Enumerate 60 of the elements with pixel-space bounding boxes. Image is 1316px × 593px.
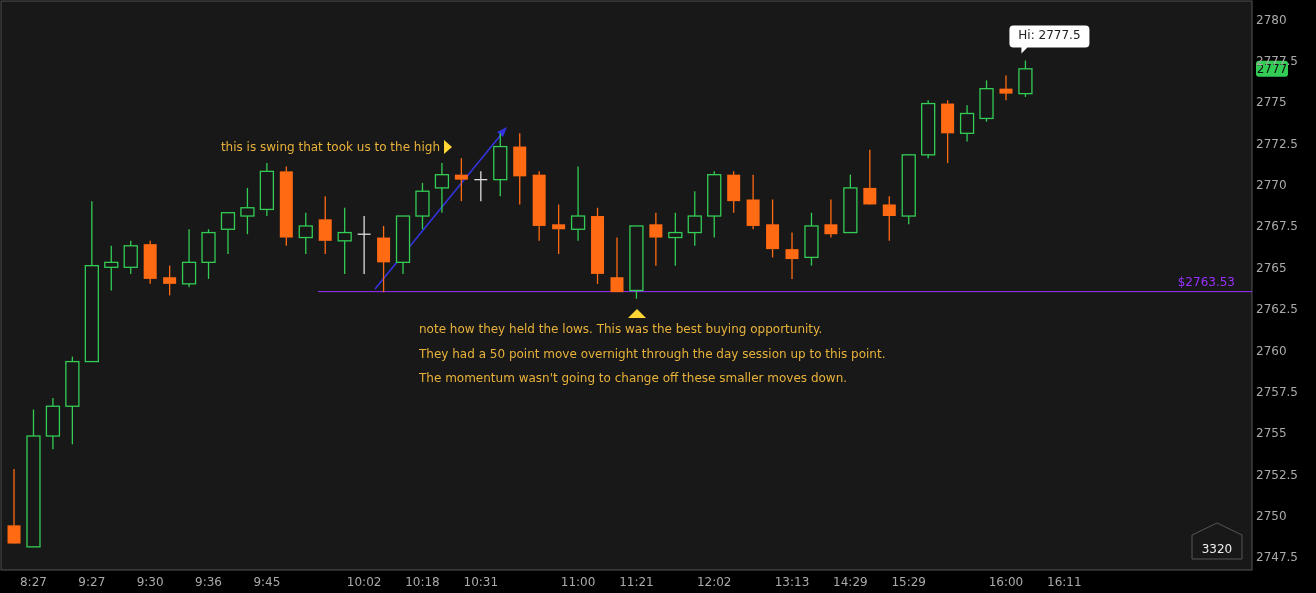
y-tick-label: 2747.5 [1256,550,1298,565]
candlestick [318,195,332,255]
candlestick [552,203,566,255]
x-tick-label: 10:18 [405,575,440,589]
candlestick [959,104,975,143]
candlestick [668,212,683,267]
y-tick-label: 2762.5 [1256,302,1298,317]
y-tick-label: 2755 [1256,426,1287,441]
candlestick [863,149,877,206]
x-tick-label: 11:21 [619,575,654,589]
candlestick [570,165,586,242]
candlestick [434,162,450,214]
candlestick [7,468,21,545]
candlestick [687,190,702,247]
candlestick [220,212,236,255]
y-tick-label: 2780 [1256,12,1287,27]
candlestick [298,212,313,255]
annotation: 3320 [1201,542,1233,556]
y-tick-label: 2752.5 [1256,467,1298,482]
y-tick-label: 2750 [1256,508,1287,523]
annotation: this is swing that took us to the high [220,140,440,154]
candlestick [824,198,838,239]
x-tick-label: 13:13 [774,575,810,589]
x-tick-label: 10:31 [463,575,499,589]
annotation: They had a 50 point move overnight through the day session up to this point. [418,347,886,361]
x-tick-label: 9:45 [253,575,281,589]
x-tick-label: 8:27 [20,575,47,589]
y-tick-label: 2765 [1256,260,1287,275]
candlestick [104,245,119,292]
y-tick-label: 2767.5 [1256,219,1298,234]
candlestick [181,228,197,288]
x-tick-label: 9:30 [136,575,164,589]
y-tick-label: 2770 [1256,178,1287,193]
ref-line-label: $2763.53 [1177,274,1235,289]
y-tick-label: 2760 [1256,343,1287,358]
x-tick-label: 15:29 [891,575,927,589]
candlestick [610,236,624,293]
x-tick-label: 16:00 [988,575,1024,589]
y-tick-label: 2772.5 [1256,136,1298,151]
x-tick-label: 14:29 [833,575,868,589]
annotation: note how they held the lows. This was the best buying opportunity. [419,322,823,336]
candlestick [240,187,255,235]
x-tick-label: 9:27 [78,575,106,589]
y-tick-label: 2775 [1256,95,1287,110]
candlestick [999,74,1013,101]
candlestick [882,195,896,242]
candlestick [123,240,138,275]
x-tick-label: 12:02 [696,575,732,589]
candlestick [337,207,352,275]
annotation: The momentum wasn't going to change off these smaller moves down. [418,371,848,385]
x-tick-label: 11:00 [560,575,596,589]
annotation: Hi: 2777.5 [1018,27,1081,42]
x-tick-label: 10:02 [346,575,382,589]
candlestick [649,212,663,267]
candlestick [163,265,177,297]
candlestick [454,157,468,202]
y-tick-label: 2757.5 [1256,384,1298,399]
x-tick-label: 16:11 [1047,575,1082,589]
candlestick [785,231,799,280]
x-tick-label: 9:36 [195,575,222,589]
